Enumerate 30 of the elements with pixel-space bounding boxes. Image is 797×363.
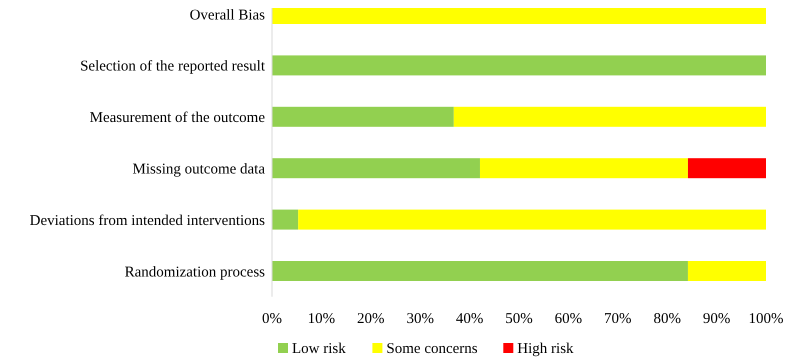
x-tick-label: 80% [653, 311, 681, 327]
legend-label: Low risk [292, 341, 346, 357]
y-tick-label: Overall Bias [190, 7, 266, 24]
y-tick-label: Randomization process [124, 264, 266, 280]
x-tick-label: 100% [748, 311, 784, 327]
x-tick-label: 40% [456, 311, 484, 327]
bar [480, 158, 688, 178]
x-tick-label: 90% [702, 311, 730, 327]
legend-label: Some concerns [386, 341, 478, 357]
y-tick-label: Missing outcome data [132, 161, 266, 178]
x-tick-label: 20% [357, 311, 385, 327]
bar [272, 106, 454, 127]
y-tick-label: Selection of the reported result [80, 58, 266, 75]
x-tick-label: 30% [406, 311, 434, 327]
bar [688, 261, 766, 281]
bar [272, 261, 688, 281]
bar [454, 106, 766, 127]
x-tick-label: 70% [604, 311, 632, 327]
bar [688, 158, 766, 178]
y-tick-label: Measurement of the outcome [90, 110, 266, 126]
bar [272, 55, 766, 76]
bar [298, 210, 766, 230]
x-tick-label: 60% [554, 311, 582, 327]
x-tick-label: 0% [262, 311, 282, 327]
bar [272, 210, 298, 230]
x-tick-label: 10% [308, 311, 336, 327]
y-tick-label: Deviations from intended interventions [30, 212, 266, 229]
bar [272, 158, 480, 178]
x-tick-label: 50% [505, 311, 533, 327]
legend-label: High risk [517, 341, 574, 357]
